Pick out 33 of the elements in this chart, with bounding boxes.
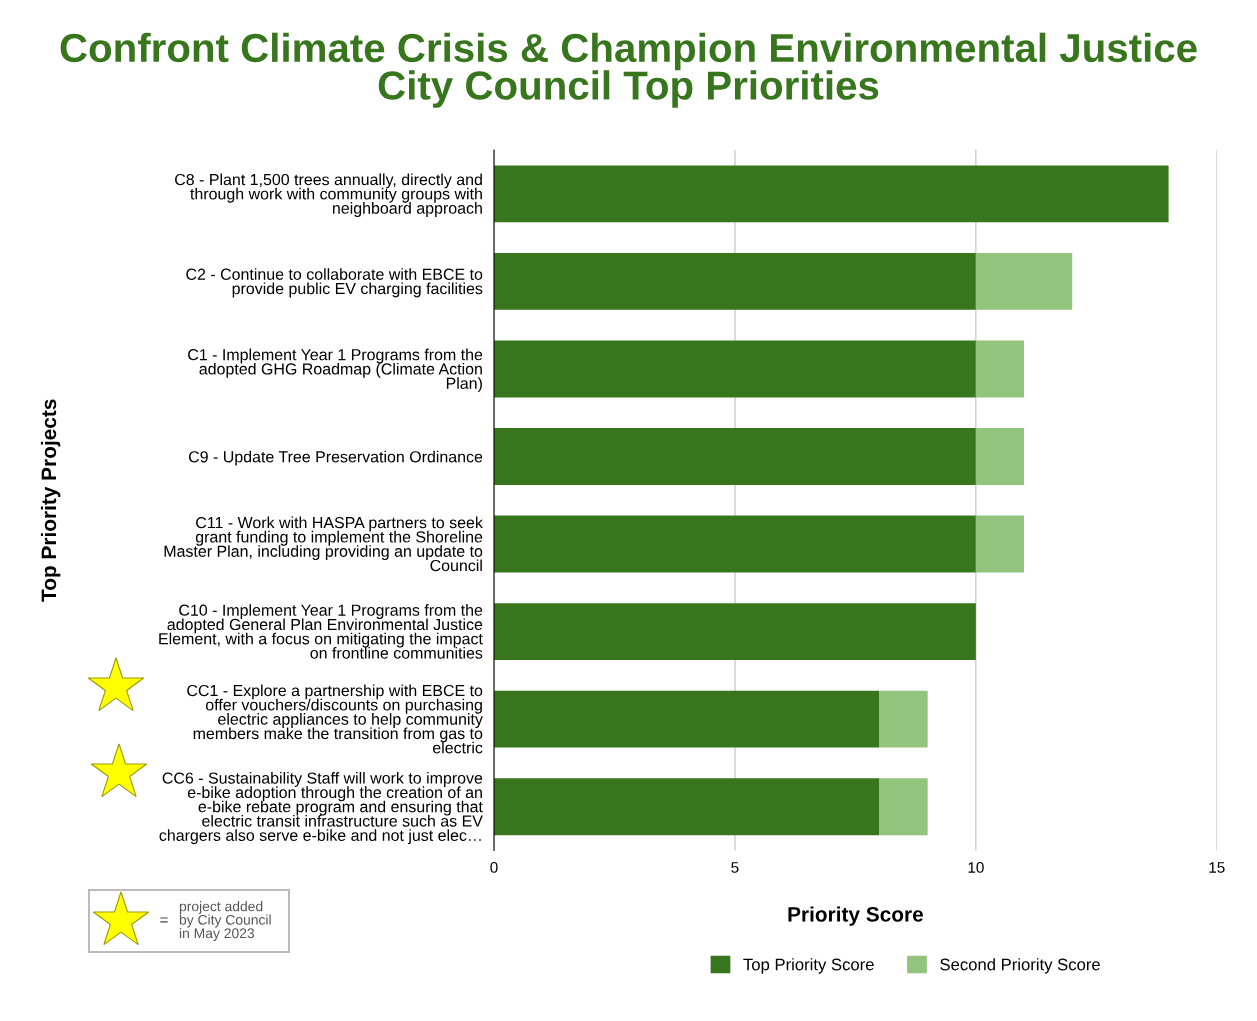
x-tick-label: 10 [968,862,984,873]
chart-title: Confront Climate Crisis & Champion Environmental Justice City Council Top Priorities [60,32,1197,108]
y-tick-label: C9 - Update Tree Preservation Ordinance [188,450,483,466]
bar [494,515,976,573]
bar [975,515,1025,573]
x-tick-label: 15 [1209,862,1225,873]
y-tick-label: C11 - Work with HASPA partners to seek grant funding to implement the Shoreline Master Plan, including providing an update to Council [164,516,483,572]
bar [975,428,1025,485]
bar [494,252,976,310]
y-tick-label: C8 - Plant 1,500 trees annually, directly and through work with community groups with neighboard approach [175,173,482,217]
bar [494,340,976,398]
text: project added by City Council in May 2023 [179,901,271,941]
x-tick-label: 5 [731,862,739,873]
bar [879,778,928,836]
bar [975,252,1073,310]
bar [494,165,1169,223]
x-tick-label: 0 [490,862,498,873]
y-axis-title: Top Priority Projects [40,399,61,602]
text: = [160,917,168,923]
y-tick-label: CC1 - Explore a partnership with EBCE to offer vouchers/discounts on purchasing electric appliances to help community members make the transition from gas to electric [187,684,483,754]
x-axis-title: Priority Score [788,906,923,926]
bar [879,690,928,748]
bar [494,428,976,485]
y-tick-label: C2 - Continue to collaborate with EBCE to provide public EV charging facilities [186,268,483,298]
bar [494,778,880,836]
bar [494,690,880,748]
y-tick-label: C1 - Implement Year 1 Programs from the adopted GHG Roadmap (Climate Action Plan) [188,348,483,393]
y-tick-label: C10 - Implement Year 1 Programs from the adopted General Plan Environmental Justice Element, with a focus on mitigating the impact on frontline communities [159,604,483,659]
bar [975,340,1025,398]
y-tick-label: CC6 - Sustainability Staff will work to improve e-bike adoption through the creation of an e-bike rebate program and ensuring that electric transit infrastructure such as EV chargers also serve e-bike and not just elec… [159,772,483,845]
bar [494,603,976,661]
legend-label: Second Priority Score [940,958,1100,974]
legend-label: Top Priority Score [743,958,874,974]
